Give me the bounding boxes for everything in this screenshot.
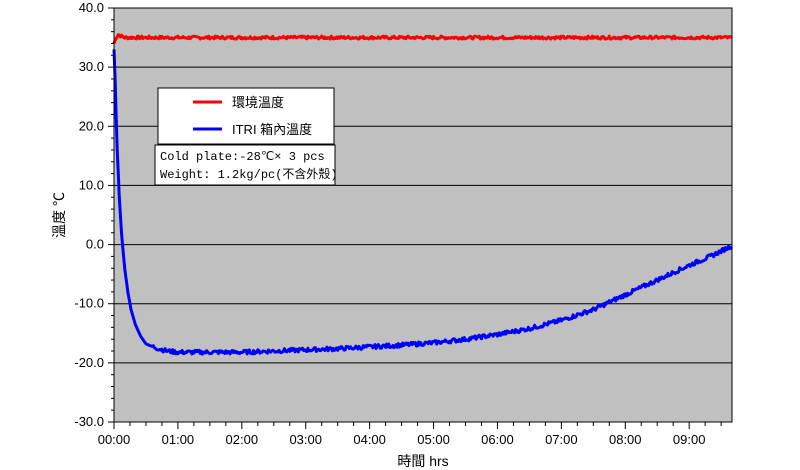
y-axis-title: 溫度 ℃ — [51, 192, 67, 238]
annotation-border — [154, 144, 336, 186]
y-tick-label: 0.0 — [86, 237, 104, 252]
x-tick-label: 08:00 — [609, 432, 642, 447]
annotation-line-1: Cold plate:-28℃× 3 pcs — [160, 150, 325, 164]
x-tick-label: 07:00 — [545, 432, 578, 447]
plot-area — [114, 8, 732, 422]
x-tick-labels: 00:00 01:00 02:00 03:00 04:00 05:00 06:00 07:00… — [98, 432, 706, 447]
y-tick-label: -30.0 — [74, 414, 104, 429]
plot-border — [113, 7, 733, 423]
annotation-box: Cold plate:-28℃× 3 pcs Weight: 1.2kg/pc(… — [154, 144, 338, 186]
y-tick-labels: 40.0 30.0 20.0 10.0 0.0 -10.0 -20.0 -30.0 — [74, 0, 104, 429]
x-tick-label: 04:00 — [353, 432, 386, 447]
y-tick-label: 30.0 — [79, 59, 104, 74]
x-axis-title: 時間 hrs — [397, 453, 448, 469]
y-tick-label: -10.0 — [74, 296, 104, 311]
legend-label-itri: ITRI 箱內溫度 — [232, 122, 312, 137]
series-line-ambient — [112, 33, 733, 44]
legend: 環境溫度 ITRI 箱內溫度 — [157, 87, 335, 145]
y-tick-label: 40.0 — [79, 0, 104, 15]
y-tick-label: 10.0 — [79, 177, 104, 192]
x-tick-label: 05:00 — [417, 432, 450, 447]
y-tick-label: 20.0 — [79, 118, 104, 133]
y-tick-label: -20.0 — [74, 355, 104, 370]
x-tick-label: 09:00 — [673, 432, 706, 447]
annotation-line-2: Weight: 1.2kg/pc(不含外殼) — [160, 166, 338, 182]
x-tick-label: 02:00 — [226, 432, 259, 447]
x-tick-label: 06:00 — [481, 432, 514, 447]
legend-box — [157, 87, 335, 145]
x-tick-label: 00:00 — [98, 432, 131, 447]
x-tick-marks — [113, 422, 722, 429]
series-lines — [112, 33, 733, 356]
x-tick-label: 03:00 — [289, 432, 322, 447]
series-line-itri — [112, 49, 733, 356]
legend-label-ambient: 環境溫度 — [232, 95, 284, 110]
x-tick-label: 01:00 — [162, 432, 195, 447]
